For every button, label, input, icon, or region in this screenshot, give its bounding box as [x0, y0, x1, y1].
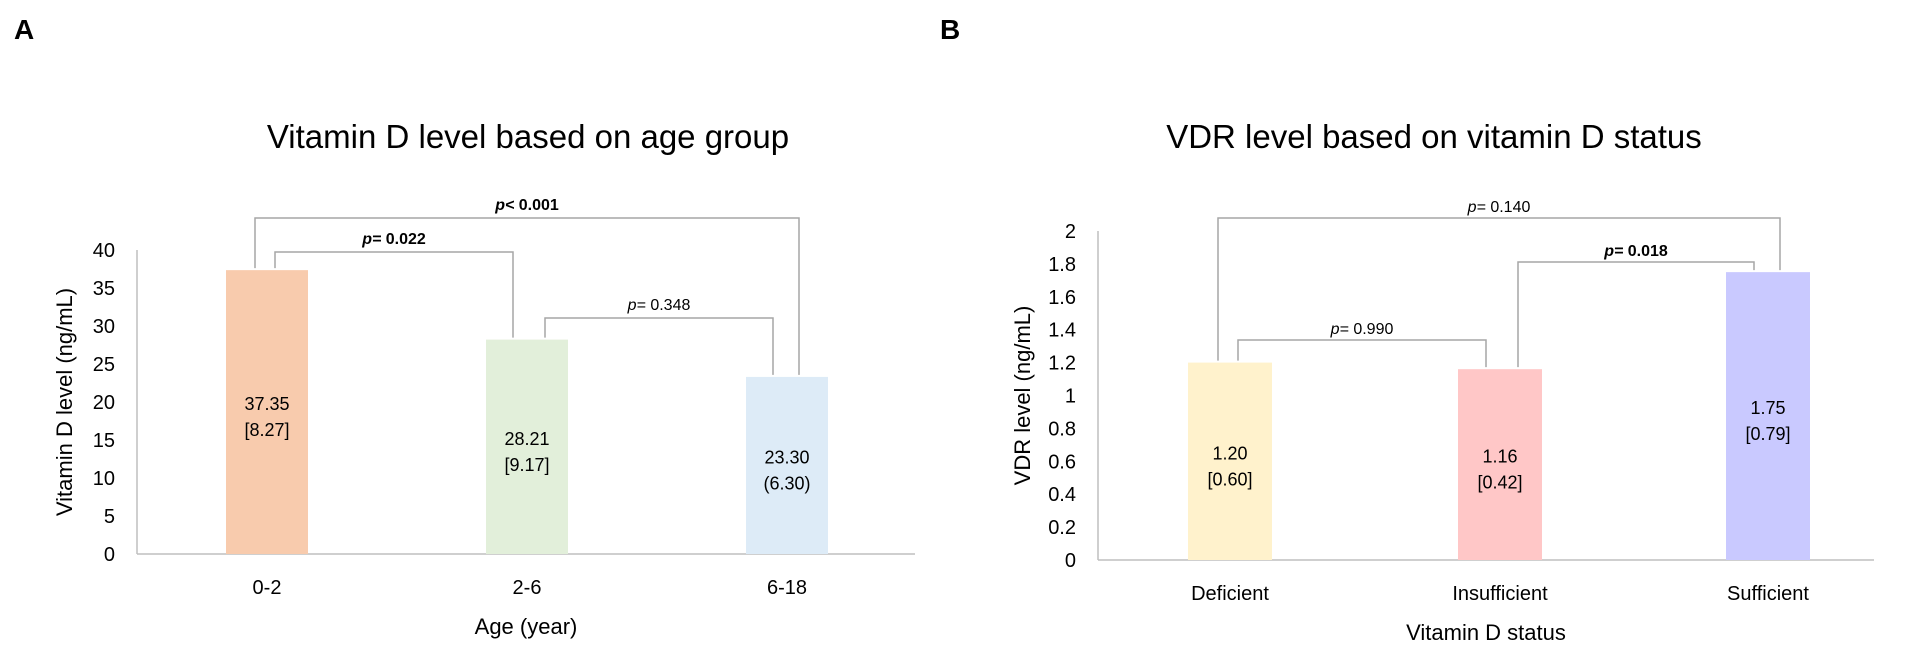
y-axis-label: Vitamin D level (ng/mL) [52, 288, 77, 516]
x-tick-label: 2-6 [513, 577, 542, 599]
y-tick-label: 1.4 [1048, 320, 1076, 342]
y-tick-label: 1 [1065, 386, 1076, 408]
bar [226, 270, 308, 554]
bar-spread-label: [8.27] [244, 420, 289, 440]
y-tick-label: 1.2 [1048, 353, 1076, 375]
bar-spread-label: [9.17] [504, 455, 549, 475]
bar [1188, 362, 1272, 560]
y-tick-label: 2 [1065, 221, 1076, 243]
bar-value-label: 1.16 [1482, 447, 1517, 467]
x-tick-label: 0-2 [253, 577, 282, 599]
significance-bracket [1517, 261, 1755, 368]
significance-bracket [1217, 217, 1781, 361]
bar-spread-label: [0.60] [1207, 469, 1252, 489]
bar-value-label: 37.35 [244, 394, 289, 414]
bar-spread-label: [0.42] [1477, 473, 1522, 493]
bar [1458, 369, 1542, 560]
x-tick-label: Deficient [1191, 583, 1269, 605]
bar [746, 376, 828, 554]
p-value-label: p= 0.140 [1467, 199, 1531, 216]
panel-b-letter: B [940, 14, 961, 45]
y-tick-label: 1.6 [1048, 287, 1076, 309]
y-axis-label: VDR level (ng/mL) [1010, 306, 1035, 486]
p-value-label: p= 0.022 [361, 231, 426, 248]
y-tick-label: 30 [93, 316, 115, 338]
x-axis-label: Vitamin D status [1406, 620, 1566, 645]
y-tick-label: 0.6 [1048, 451, 1076, 473]
y-tick-label: 25 [93, 354, 115, 376]
p-value-label: p= 0.018 [1603, 243, 1668, 260]
bar [1726, 272, 1810, 560]
bar-value-label: 23.30 [764, 447, 809, 467]
bar-value-label: 1.75 [1750, 398, 1785, 418]
y-tick-label: 1.8 [1048, 254, 1076, 276]
panel-a-letter: A [14, 14, 35, 45]
x-tick-label: Sufficient [1727, 583, 1809, 605]
bar [486, 339, 568, 554]
y-tick-label: 10 [93, 468, 115, 490]
x-tick-label: 6-18 [767, 577, 807, 599]
chart-title: Vitamin D level based on age group [267, 118, 789, 155]
y-tick-label: 0.8 [1048, 418, 1076, 440]
y-tick-label: 0.4 [1048, 484, 1076, 506]
significance-bracket [254, 217, 800, 375]
bar-value-label: 28.21 [504, 429, 549, 449]
y-tick-label: 35 [93, 278, 115, 300]
y-tick-label: 0 [1065, 550, 1076, 572]
y-tick-label: 40 [93, 240, 115, 262]
bar-spread-label: [0.79] [1745, 424, 1790, 444]
significance-bracket [1237, 339, 1487, 368]
y-tick-label: 0 [104, 544, 115, 566]
significance-bracket [544, 317, 774, 375]
p-value-label: p< 0.001 [494, 197, 559, 214]
y-tick-label: 20 [93, 392, 115, 414]
x-tick-label: Insufficient [1452, 583, 1548, 605]
bar-spread-label: (6.30) [763, 473, 810, 493]
y-tick-label: 15 [93, 430, 115, 452]
bar-value-label: 1.20 [1212, 443, 1247, 463]
p-value-label: p= 0.990 [1330, 321, 1394, 338]
y-tick-label: 0.2 [1048, 517, 1076, 539]
x-axis-label: Age (year) [475, 614, 578, 639]
significance-bracket [274, 251, 514, 338]
p-value-label: p= 0.348 [627, 297, 691, 314]
chart-title: VDR level based on vitamin D status [1166, 118, 1702, 155]
y-tick-label: 5 [104, 506, 115, 528]
